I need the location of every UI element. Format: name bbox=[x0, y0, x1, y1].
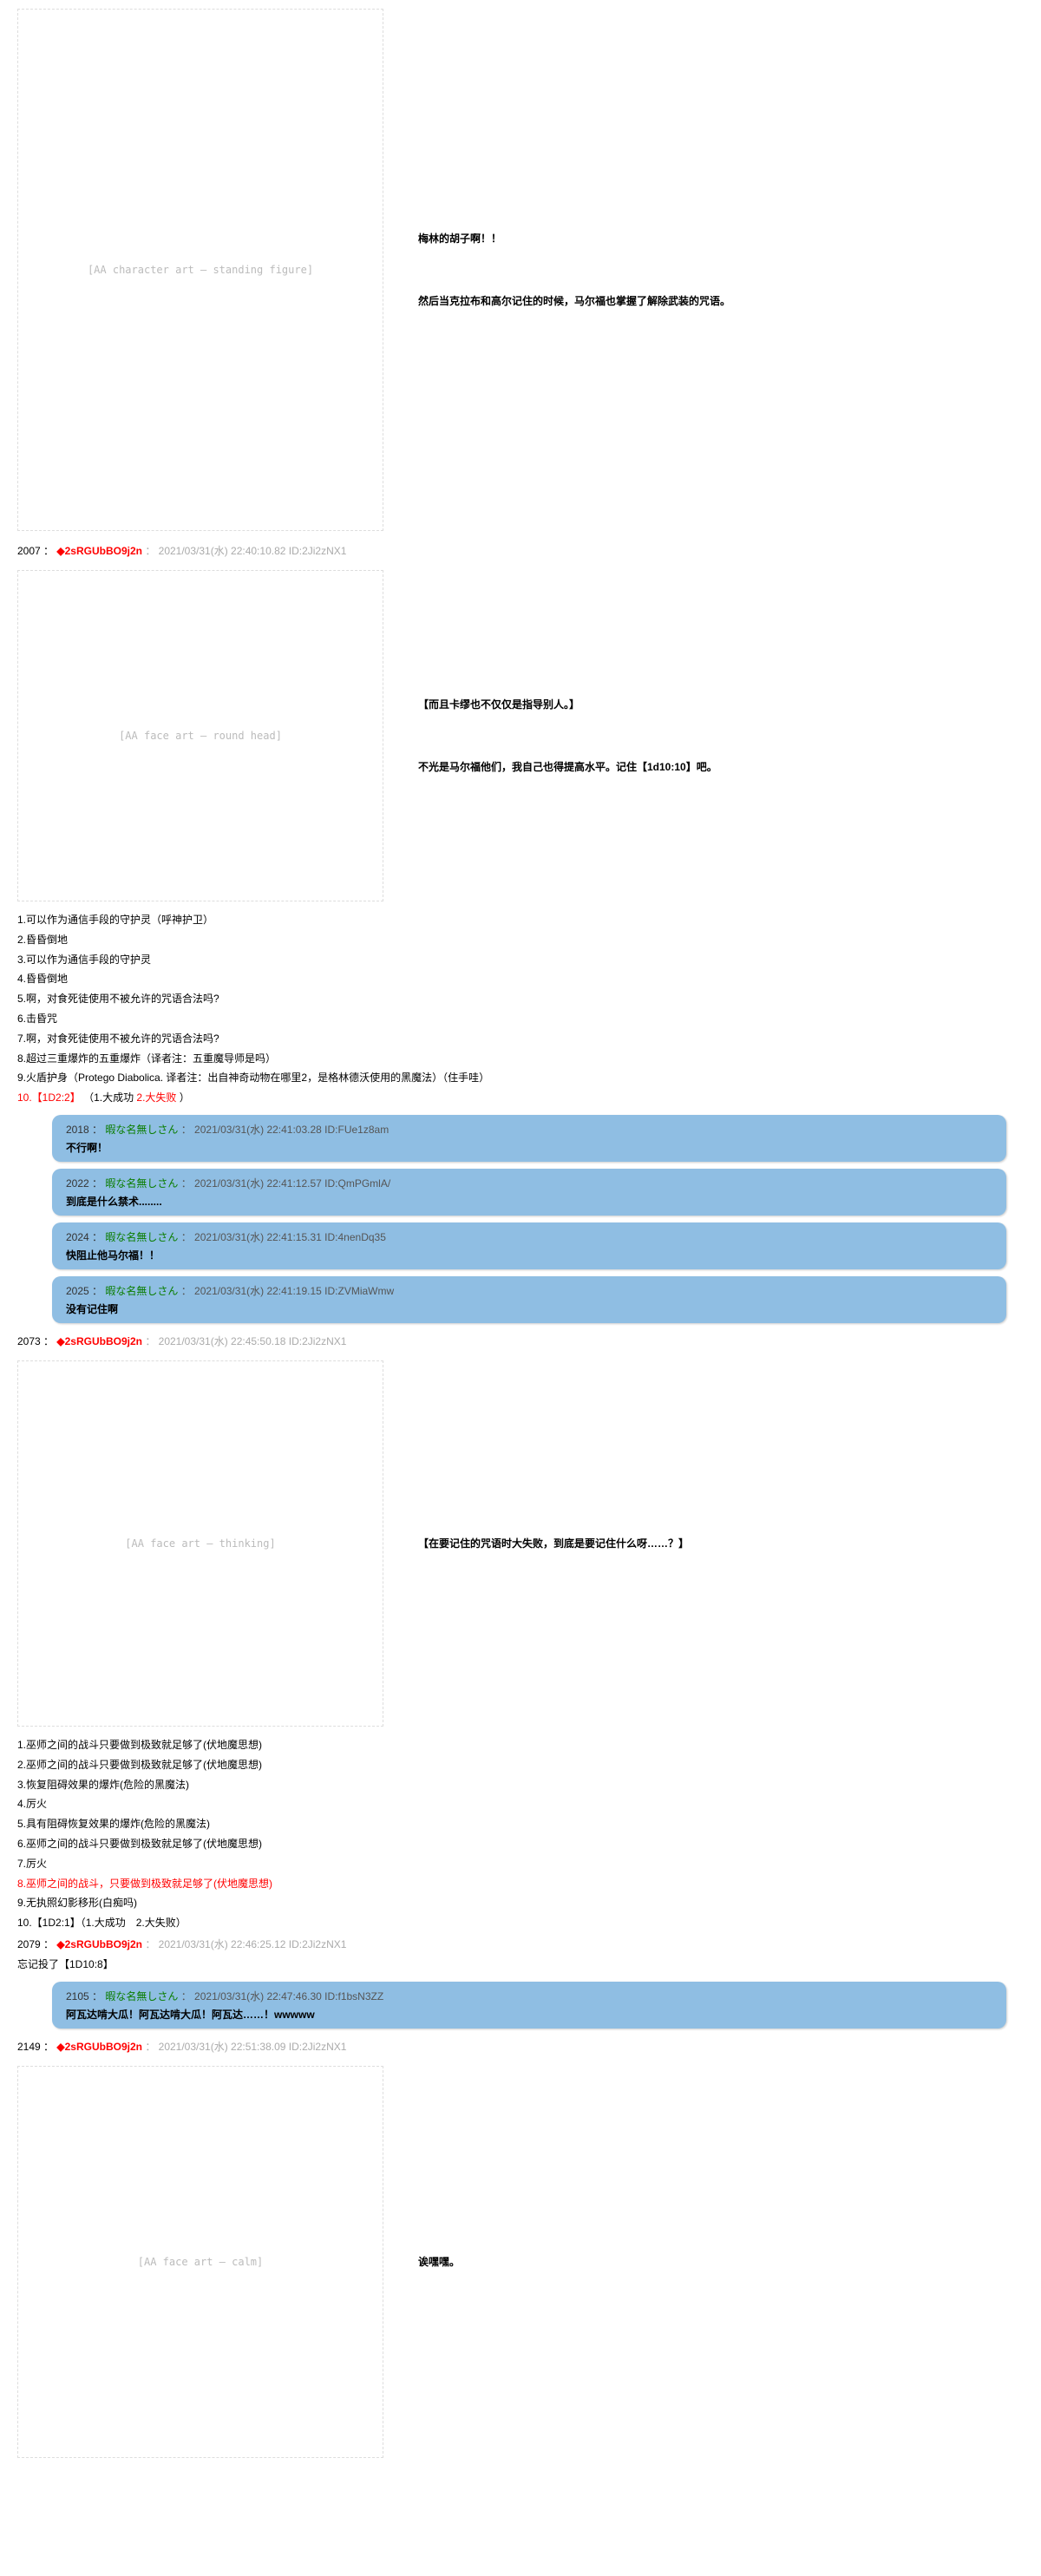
reply-date: ： 2021/03/31(水) 22:41:19.15 ID:ZVMiaWmw bbox=[178, 1285, 394, 1297]
ascii-art-4: [AA face art — calm] bbox=[17, 2066, 383, 2458]
roll-close: ） bbox=[180, 1091, 190, 1104]
reply-number: 2105 ： bbox=[66, 1990, 105, 2002]
reply-name: 暇な名無しさん bbox=[105, 1231, 178, 1243]
story-line: 然后当克拉布和高尔记住的时候，马尔福也掌握了解除武装的咒语。 bbox=[418, 285, 730, 317]
post-date: ： 2021/03/31(水) 22:46:25.12 ID:2Ji2zNX1 bbox=[145, 1938, 346, 1950]
reply-name: 暇な名無しさん bbox=[105, 1177, 178, 1190]
list-item: 2.巫师之间的战斗只要做到极致就足够了(伏地魔思想) bbox=[17, 1755, 1024, 1775]
replies-group-2: 2105 ： 暇な名無しさん ： 2021/03/31(水) 22:47:46.… bbox=[0, 1982, 1041, 2029]
tripcode: ◆2sRGUbBO9j2n bbox=[56, 1335, 142, 1347]
reply-date: ： 2021/03/31(水) 22:41:15.31 ID:4nenDq35 bbox=[178, 1231, 386, 1243]
story-text-3: 【在要记住的咒语时大失败，到底是要记住什么呀……？】 bbox=[418, 1528, 689, 1559]
story-line: 梅林的胡子啊！！ bbox=[418, 223, 730, 254]
list-item: 2.昏昏倒地 bbox=[17, 930, 1024, 950]
reply-post: 2025 ： 暇な名無しさん ： 2021/03/31(水) 22:41:19.… bbox=[52, 1276, 1006, 1323]
reply-post: 2105 ： 暇な名無しさん ： 2021/03/31(水) 22:47:46.… bbox=[52, 1982, 1006, 2029]
list-item: 4.昏昏倒地 bbox=[17, 969, 1024, 989]
roll-label: （1.大成功 bbox=[83, 1091, 136, 1104]
list-item: 6.巫师之间的战斗只要做到极致就足够了(伏地魔思想) bbox=[17, 1834, 1024, 1854]
tripcode: ◆2sRGUbBO9j2n bbox=[56, 545, 142, 557]
reply-post: 2018 ： 暇な名無しさん ： 2021/03/31(水) 22:41:03.… bbox=[52, 1115, 1006, 1162]
reply-body: 到底是什么禁术........ bbox=[66, 1194, 992, 1209]
list-item: 7.厉火 bbox=[17, 1854, 1024, 1874]
reply-post: 2022 ： 暇な名無しさん ： 2021/03/31(水) 22:41:12.… bbox=[52, 1169, 1006, 1216]
list-item: 9.火盾护身（Protego Diabolica. 译者注：出自神奇动物在哪里2… bbox=[17, 1068, 1024, 1088]
reply-date: ： 2021/03/31(水) 22:41:12.57 ID:QmPGmlA/ bbox=[178, 1177, 390, 1190]
reply-body: 不行啊！ bbox=[66, 1140, 992, 1155]
post-number: 2149 ： bbox=[17, 2041, 54, 2053]
list-item: 3.可以作为通信手段的守护灵 bbox=[17, 950, 1024, 970]
reply-number: 2024 ： bbox=[66, 1231, 105, 1243]
list-item: 6.击昏咒 bbox=[17, 1009, 1024, 1029]
story-text-2: 【而且卡缪也不仅仅是指导别人。】 不光是马尔福他们，我自己也得提高水平。记住【1… bbox=[418, 689, 717, 783]
list-item: 10.【1D2:2】 （1.大成功 2.大失败 ） bbox=[17, 1088, 1024, 1108]
story-line: 诶嘿嘿。 bbox=[418, 2246, 460, 2278]
reply-name: 暇な名無しさん bbox=[105, 1285, 178, 1297]
tripcode: ◆2sRGUbBO9j2n bbox=[56, 2041, 142, 2053]
post-number: 2007 ： bbox=[17, 545, 54, 557]
story-line: 【在要记住的咒语时大失败，到底是要记住什么呀……？】 bbox=[418, 1528, 689, 1559]
post-2079-body: 忘记投了【1D10:8】 bbox=[0, 1955, 1041, 1975]
post-meta-2079: 2079 ： ◆2sRGUbBO9j2n ： 2021/03/31(水) 22:… bbox=[0, 1933, 1041, 1955]
list-item: 9.无执照幻影移形(白痴吗) bbox=[17, 1893, 1024, 1913]
list-item: 3.恢复阻碍效果的爆炸(危险的黑魔法) bbox=[17, 1775, 1024, 1795]
reply-date: ： 2021/03/31(水) 22:47:46.30 ID:f1bsN3ZZ bbox=[178, 1990, 383, 2002]
list-item: 1.可以作为通信手段的守护灵（呼神护卫） bbox=[17, 910, 1024, 930]
replies-group-1: 2018 ： 暇な名無しさん ： 2021/03/31(水) 22:41:03.… bbox=[0, 1115, 1041, 1323]
post-date: ： 2021/03/31(水) 22:40:10.82 ID:2Ji2zNX1 bbox=[145, 545, 346, 557]
post-meta-2149: 2149 ： ◆2sRGUbBO9j2n ： 2021/03/31(水) 22:… bbox=[0, 2035, 1041, 2057]
story-block-1: [AA character art — standing figure] 梅林的… bbox=[0, 0, 1041, 540]
list-item: 4.厉火 bbox=[17, 1794, 1024, 1814]
post-date: ： 2021/03/31(水) 22:51:38.09 ID:2Ji2zNX1 bbox=[145, 2041, 346, 2053]
list-item: 8.超过三重爆炸的五重爆炸（译者注：五重魔导师是吗） bbox=[17, 1049, 1024, 1069]
story-block-2: [AA face art — round head] 【而且卡缪也不仅仅是指导别… bbox=[0, 561, 1041, 910]
reply-number: 2022 ： bbox=[66, 1177, 105, 1190]
story-text-1: 梅林的胡子啊！！ 然后当克拉布和高尔记住的时候，马尔福也掌握了解除武装的咒语。 bbox=[418, 223, 730, 317]
reply-body: 没有记住啊 bbox=[66, 1301, 992, 1316]
post-number: 2079 ： bbox=[17, 1938, 54, 1950]
list-item: 5.具有阻碍恢复效果的爆炸(危险的黑魔法) bbox=[17, 1814, 1024, 1834]
list-item: 7.啊，对食死徒使用不被允许的咒语合法吗? bbox=[17, 1029, 1024, 1049]
reply-number: 2018 ： bbox=[66, 1124, 105, 1136]
ascii-art-1: [AA character art — standing figure] bbox=[17, 9, 383, 531]
tripcode: ◆2sRGUbBO9j2n bbox=[56, 1938, 142, 1950]
reply-post: 2024 ： 暇な名無しさん ： 2021/03/31(水) 22:41:15.… bbox=[52, 1222, 1006, 1269]
reply-date: ： 2021/03/31(水) 22:41:03.28 ID:FUe1z8am bbox=[178, 1124, 389, 1136]
roll-fail: 2.大失败 bbox=[136, 1091, 176, 1104]
post-date: ： 2021/03/31(水) 22:45:50.18 ID:2Ji2zNX1 bbox=[145, 1335, 346, 1347]
option-list-1: 1.可以作为通信手段的守护灵（呼神护卫） 2.昏昏倒地 3.可以作为通信手段的守… bbox=[0, 910, 1041, 1108]
roll-result: 10.【1D2:2】 bbox=[17, 1091, 81, 1104]
reply-body: 阿瓦达啃大瓜！阿瓦达啃大瓜！阿瓦达……！wwwww bbox=[66, 2007, 992, 2022]
story-line: 不光是马尔福他们，我自己也得提高水平。记住【1d10:10】吧。 bbox=[418, 751, 717, 783]
reply-name: 暇な名無しさん bbox=[105, 1124, 178, 1136]
ascii-art-3: [AA face art — thinking] bbox=[17, 1360, 383, 1727]
story-line: 【而且卡缪也不仅仅是指导别人。】 bbox=[418, 689, 717, 720]
story-block-4: [AA face art — calm] 诶嘿嘿。 bbox=[0, 2057, 1041, 2467]
list-item: 1.巫师之间的战斗只要做到极致就足够了(伏地魔思想) bbox=[17, 1735, 1024, 1755]
list-item-highlight: 8.巫师之间的战斗，只要做到极致就足够了(伏地魔思想) bbox=[17, 1874, 1024, 1894]
option-list-2: 1.巫师之间的战斗只要做到极致就足够了(伏地魔思想) 2.巫师之间的战斗只要做到… bbox=[0, 1735, 1041, 1933]
post-number: 2073 ： bbox=[17, 1335, 54, 1347]
reply-name: 暇な名無しさん bbox=[105, 1990, 178, 2002]
list-item: 5.啊，对食死徒使用不被允许的咒语合法吗? bbox=[17, 989, 1024, 1009]
post-meta-2073: 2073 ： ◆2sRGUbBO9j2n ： 2021/03/31(水) 22:… bbox=[0, 1330, 1041, 1352]
reply-number: 2025 ： bbox=[66, 1285, 105, 1297]
story-block-3: [AA face art — thinking] 【在要记住的咒语时大失败，到底… bbox=[0, 1352, 1041, 1735]
list-item: 10.【1D2:1】（1.大成功 2.大失败） bbox=[17, 1913, 1024, 1933]
reply-body: 快阻止他马尔福！！ bbox=[66, 1248, 992, 1262]
story-text-4: 诶嘿嘿。 bbox=[418, 2246, 460, 2278]
ascii-art-2: [AA face art — round head] bbox=[17, 570, 383, 901]
post-meta-2007: 2007 ： ◆2sRGUbBO9j2n ： 2021/03/31(水) 22:… bbox=[0, 540, 1041, 561]
